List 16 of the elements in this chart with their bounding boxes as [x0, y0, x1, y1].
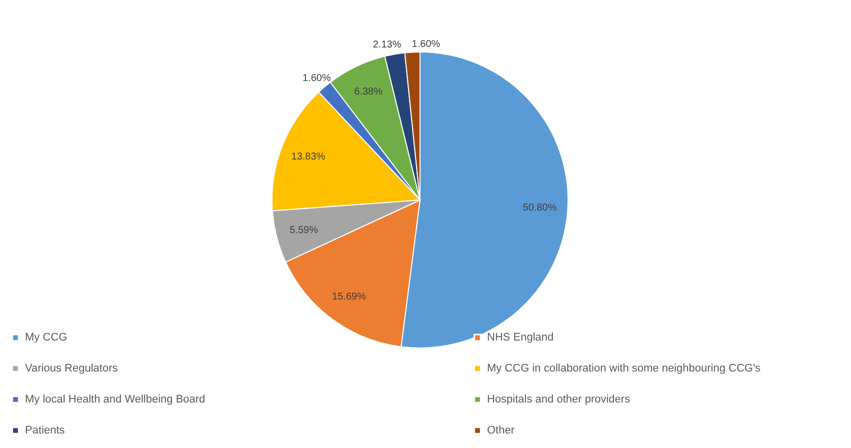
data-label: 5.59%: [290, 225, 318, 236]
legend-label: My CCG: [25, 332, 68, 344]
data-label: 15.69%: [332, 292, 366, 303]
data-label: 1.60%: [302, 72, 331, 84]
legend-label: My local Health and Wellbeing Board: [25, 394, 206, 406]
data-label: 50.80%: [522, 202, 557, 214]
data-label: 2.13%: [372, 39, 402, 50]
legend-label: My CCG in collaboration with some neighbouring CCG's: [487, 362, 762, 374]
legend-label: Hospitals and other providers: [487, 394, 631, 406]
data-label: 6.38%: [354, 86, 383, 98]
data-label: 1.60%: [412, 39, 440, 50]
legend-label: Various Regulators: [25, 362, 118, 374]
data-label: 13.83%: [291, 151, 326, 162]
legend-label: Other: [487, 424, 515, 436]
legend-label: NHS England: [487, 332, 554, 344]
legend-label: Patients: [25, 424, 66, 436]
